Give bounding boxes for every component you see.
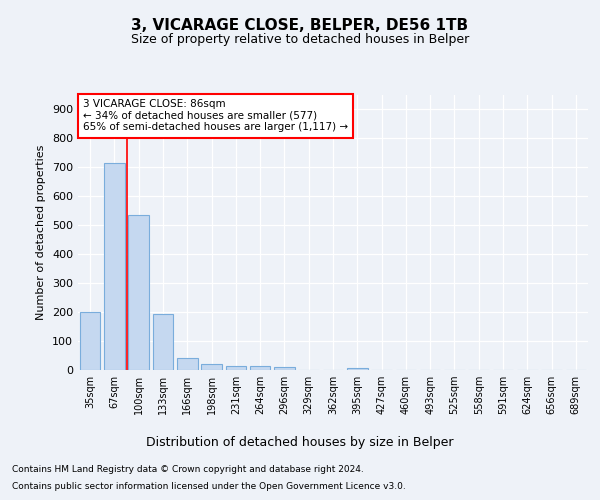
Bar — [152, 314, 173, 370]
Bar — [201, 364, 222, 370]
Text: 3, VICARAGE CLOSE, BELPER, DE56 1TB: 3, VICARAGE CLOSE, BELPER, DE56 1TB — [131, 18, 469, 32]
Bar — [226, 366, 246, 370]
Y-axis label: Number of detached properties: Number of detached properties — [37, 145, 46, 320]
Bar — [250, 366, 271, 370]
Bar — [177, 358, 197, 370]
Text: Contains HM Land Registry data © Crown copyright and database right 2024.: Contains HM Land Registry data © Crown c… — [12, 466, 364, 474]
Bar — [347, 368, 368, 370]
Text: Size of property relative to detached houses in Belper: Size of property relative to detached ho… — [131, 32, 469, 46]
Bar — [274, 368, 295, 370]
Bar — [80, 312, 100, 370]
Text: 3 VICARAGE CLOSE: 86sqm
← 34% of detached houses are smaller (577)
65% of semi-d: 3 VICARAGE CLOSE: 86sqm ← 34% of detache… — [83, 99, 348, 132]
Text: Distribution of detached houses by size in Belper: Distribution of detached houses by size … — [146, 436, 454, 449]
Bar — [104, 164, 125, 370]
Text: Contains public sector information licensed under the Open Government Licence v3: Contains public sector information licen… — [12, 482, 406, 491]
Bar — [128, 214, 149, 370]
